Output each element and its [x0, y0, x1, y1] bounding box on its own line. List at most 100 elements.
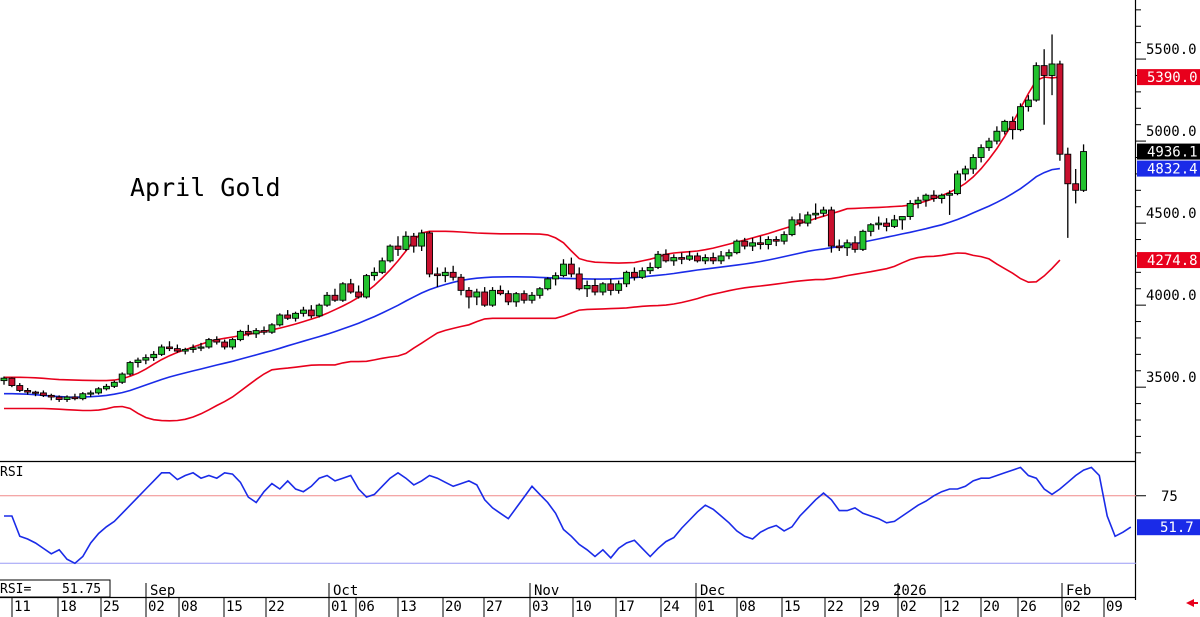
candle: [528, 292, 536, 304]
candle-body-up: [1024, 99, 1032, 108]
candle-body-up: [914, 199, 922, 204]
price-axis: 3500.0 4000.0 4500.0 5000.0 5500.0: [1136, 9, 1197, 454]
candle-body-up: [733, 240, 741, 254]
candle-body-down: [8, 377, 16, 386]
candle-body-up: [110, 381, 118, 387]
candle: [473, 288, 481, 306]
date-axis-day-label: 20: [983, 599, 1000, 615]
candle-body-up: [0, 377, 8, 382]
candle: [646, 262, 654, 274]
candle-body-down: [307, 309, 315, 317]
candle-body-up: [489, 289, 497, 306]
candle: [496, 285, 504, 296]
candle: [662, 249, 670, 263]
candle-body-up: [229, 339, 236, 348]
candle-body-up: [142, 357, 150, 361]
candle: [418, 229, 426, 252]
price-axis-label: 5000.0: [1146, 124, 1197, 140]
candle: [95, 387, 103, 395]
date-axis-day-label: 20: [445, 599, 462, 615]
candle-body-down: [662, 253, 670, 262]
candle-body-down: [520, 293, 528, 301]
scroll-left-arrow-icon[interactable]: [1186, 599, 1198, 607]
date-axis-day-label: 03: [532, 599, 549, 615]
candle: [16, 383, 24, 393]
price-panel: [0, 34, 1088, 422]
candle: [560, 259, 567, 278]
candle-body-up: [339, 283, 347, 301]
candle-body-down: [883, 222, 891, 227]
lower-band-line: [4, 252, 1061, 422]
price-tag: 5390.0: [1137, 69, 1200, 86]
date-axis-day-label: 15: [784, 599, 801, 615]
candle: [102, 383, 110, 391]
candle: [820, 206, 827, 217]
candle-body-up: [1048, 63, 1056, 76]
candle-body-down: [449, 271, 457, 278]
candle-body-up: [268, 324, 276, 333]
candle: [370, 267, 378, 281]
rsi-value-tag: 51.7: [1137, 519, 1200, 536]
candle: [315, 303, 323, 318]
candle-body-down: [260, 330, 268, 333]
candle: [229, 337, 236, 350]
candle-body-up: [938, 194, 946, 199]
price-tag-label: 4832.4: [1147, 162, 1198, 178]
candle-body-down: [1056, 63, 1064, 155]
candle-body-down: [709, 257, 717, 262]
candle-body-down: [213, 339, 221, 343]
candle: [205, 337, 213, 349]
candle: [1072, 168, 1080, 204]
candle: [733, 239, 741, 255]
candle-body-down: [772, 239, 780, 242]
candle: [24, 387, 32, 395]
date-axis-month-label: Oct: [333, 583, 358, 599]
price-candles: [0, 34, 1088, 402]
candle-body-up: [1080, 151, 1088, 191]
candle: [709, 252, 717, 265]
candle: [47, 393, 55, 401]
candle: [693, 252, 701, 263]
candle: [701, 254, 709, 265]
candle: [363, 273, 370, 299]
candle: [630, 267, 638, 281]
candle: [922, 193, 930, 207]
candle-body-up: [418, 232, 426, 247]
candle-body-up: [843, 242, 851, 249]
candle: [757, 236, 764, 250]
candle-body-up: [749, 242, 757, 247]
candle: [268, 323, 276, 334]
candle: [654, 251, 662, 270]
candle: [607, 278, 615, 296]
candle-body-up: [292, 312, 300, 319]
candle-body-up: [126, 362, 134, 375]
candle: [292, 311, 300, 322]
candle-body-up: [473, 291, 481, 298]
rsi-levels: [0, 495, 1136, 564]
candle-body-up: [969, 157, 977, 170]
candle: [1009, 116, 1017, 140]
candle-body-down: [355, 291, 363, 298]
candle: [394, 236, 402, 256]
date-axis-day-label: 02: [1064, 599, 1081, 615]
candle-body-up: [158, 346, 166, 355]
date-axis-day-label: 06: [358, 599, 375, 615]
candle: [954, 170, 961, 196]
candle: [638, 267, 646, 279]
candle-body-up: [276, 314, 284, 326]
candle-body-up: [764, 239, 772, 245]
candle: [339, 282, 347, 302]
candle: [426, 231, 433, 278]
candle: [1080, 144, 1088, 192]
candle: [851, 236, 859, 253]
candle: [481, 287, 489, 307]
rsi-panel-title: RSI: [0, 465, 23, 480]
candle: [8, 377, 16, 388]
date-axis-day-label: 11: [14, 599, 31, 615]
candle-body-up: [79, 393, 87, 400]
candle: [615, 280, 623, 294]
candle-body-up: [654, 253, 662, 268]
candle: [307, 305, 315, 319]
date-axis-day-label: 26: [1020, 599, 1037, 615]
